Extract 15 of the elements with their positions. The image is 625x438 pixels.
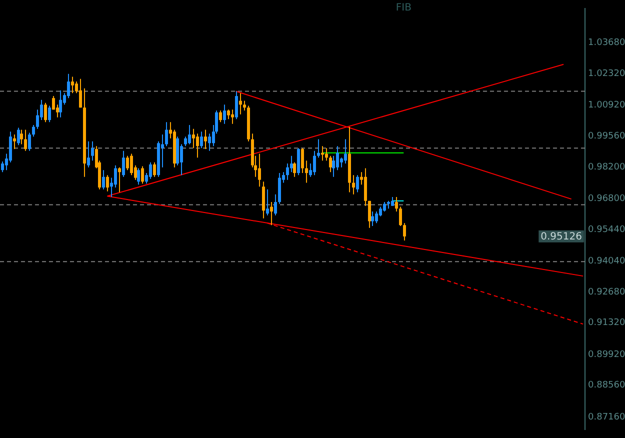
y-tick-label: 0.96800	[588, 194, 625, 204]
y-tick-label: 0.92680	[588, 287, 625, 298]
y-tick-label: 0.89920	[588, 350, 625, 360]
y-tick-label: 0.95440	[588, 224, 625, 235]
y-tick-label: 0.98200	[588, 162, 625, 172]
y-tick-label: 0.87160	[588, 412, 625, 422]
y-tick-label: 0.94040	[588, 256, 625, 266]
y-tick-label: 1.03680	[588, 38, 625, 48]
y-tick-label: 0.99560	[588, 131, 625, 142]
annotation: 0.95126	[540, 232, 582, 243]
y-tick-label: 1.02320	[588, 68, 625, 79]
annotation: FIB	[396, 2, 412, 14]
y-tick-label: 1.00920	[588, 100, 625, 111]
y-tick-label: 0.88560	[588, 380, 625, 391]
y-tick-label: 0.91320	[588, 318, 625, 328]
